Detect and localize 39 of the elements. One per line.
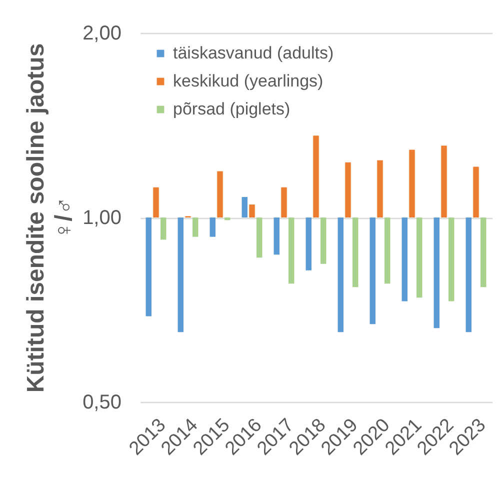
bar — [178, 218, 184, 332]
bar — [210, 218, 216, 237]
bar — [224, 218, 230, 220]
y-axis-title: Kütitud isendite sooline jaotus ♀/♂ — [22, 43, 78, 393]
bar — [416, 218, 422, 298]
bar — [274, 218, 280, 255]
bar — [377, 160, 383, 218]
bar — [160, 218, 166, 240]
bar — [306, 218, 312, 270]
bar — [352, 218, 358, 288]
bar — [320, 218, 326, 264]
bar — [242, 197, 248, 218]
legend-label: keskikud (yearlings) — [173, 72, 324, 90]
bar — [249, 204, 255, 218]
bar — [338, 218, 344, 332]
bar — [256, 218, 262, 258]
bar — [409, 150, 415, 218]
bar — [370, 218, 376, 324]
bar — [448, 218, 454, 302]
bar — [288, 218, 294, 284]
bar — [192, 218, 198, 237]
legend-label: põrsad (piglets) — [173, 100, 290, 118]
bar — [146, 218, 152, 316]
bar — [384, 218, 390, 284]
bar — [441, 146, 447, 218]
bar — [153, 187, 159, 218]
bar — [434, 218, 440, 328]
bar — [466, 218, 472, 332]
bar — [345, 162, 351, 218]
legend-label: täiskasvanud (adults) — [173, 44, 334, 62]
bar — [313, 136, 319, 218]
bar — [217, 171, 223, 218]
bar — [480, 218, 486, 288]
y-tick-label: 0,50 — [82, 392, 122, 414]
bar — [402, 218, 408, 302]
bar — [473, 166, 479, 218]
y-tick-label: 1,00 — [82, 207, 122, 229]
y-tick-label: 2,00 — [82, 22, 122, 44]
bar — [281, 187, 287, 218]
